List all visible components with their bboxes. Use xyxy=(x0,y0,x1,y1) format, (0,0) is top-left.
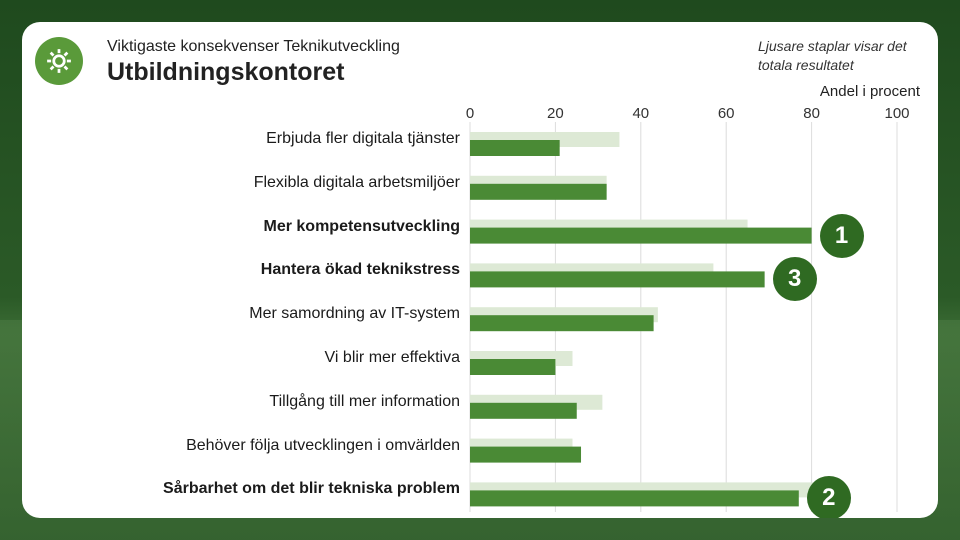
category-label: Hantera ökad teknikstress xyxy=(260,261,460,279)
bar-main xyxy=(470,446,582,463)
x-tick-label: 0 xyxy=(466,105,474,122)
bar-main xyxy=(470,315,654,332)
bar-main xyxy=(470,183,607,200)
chart-subtitle: Viktigaste konsekvenser Teknikutveckling xyxy=(107,38,400,55)
category-label: Behöver följa utvecklingen i omvärlden xyxy=(186,436,460,454)
x-axis-title: Andel i procent xyxy=(819,83,920,100)
category-label: Mer kompetensutveckling xyxy=(263,217,461,235)
category-label: Flexibla digitala arbetsmiljöer xyxy=(253,173,460,191)
category-label: Erbjuda fler digitala tjänster xyxy=(266,130,460,147)
bar-main xyxy=(470,490,799,507)
legend-note: Ljusare staplar visar det totala resulta… xyxy=(758,38,907,73)
category-label: Sårbarhet om det blir tekniska problem xyxy=(163,480,460,498)
x-tick-label: 20 xyxy=(547,105,564,122)
bar-main xyxy=(470,140,560,156)
category-label: Mer samordning av IT-system xyxy=(249,305,460,323)
category-label: Tillgång till mer information xyxy=(269,392,460,410)
category-label: Vi blir mer effektiva xyxy=(324,349,460,366)
slide-card: Viktigaste konsekvenser Teknikutveckling… xyxy=(22,22,938,518)
chart-title: Utbildningskontoret xyxy=(107,58,345,86)
rank-badge: 2 xyxy=(806,476,851,518)
bar-main xyxy=(470,271,765,288)
rank-badge: 3 xyxy=(772,257,817,302)
bar-main xyxy=(470,227,812,244)
x-tick-label: 60 xyxy=(718,105,735,122)
bar-main xyxy=(470,402,577,419)
gear-icon xyxy=(47,49,71,73)
x-tick-label: 80 xyxy=(803,105,820,122)
logo xyxy=(35,37,83,85)
x-tick-label: 100 xyxy=(884,105,909,122)
bar-chart: 0 20 40 60 80 100 xyxy=(466,105,910,512)
rank-badge: 1 xyxy=(819,213,864,258)
bar-main xyxy=(470,359,556,375)
x-tick-label: 40 xyxy=(632,105,649,122)
